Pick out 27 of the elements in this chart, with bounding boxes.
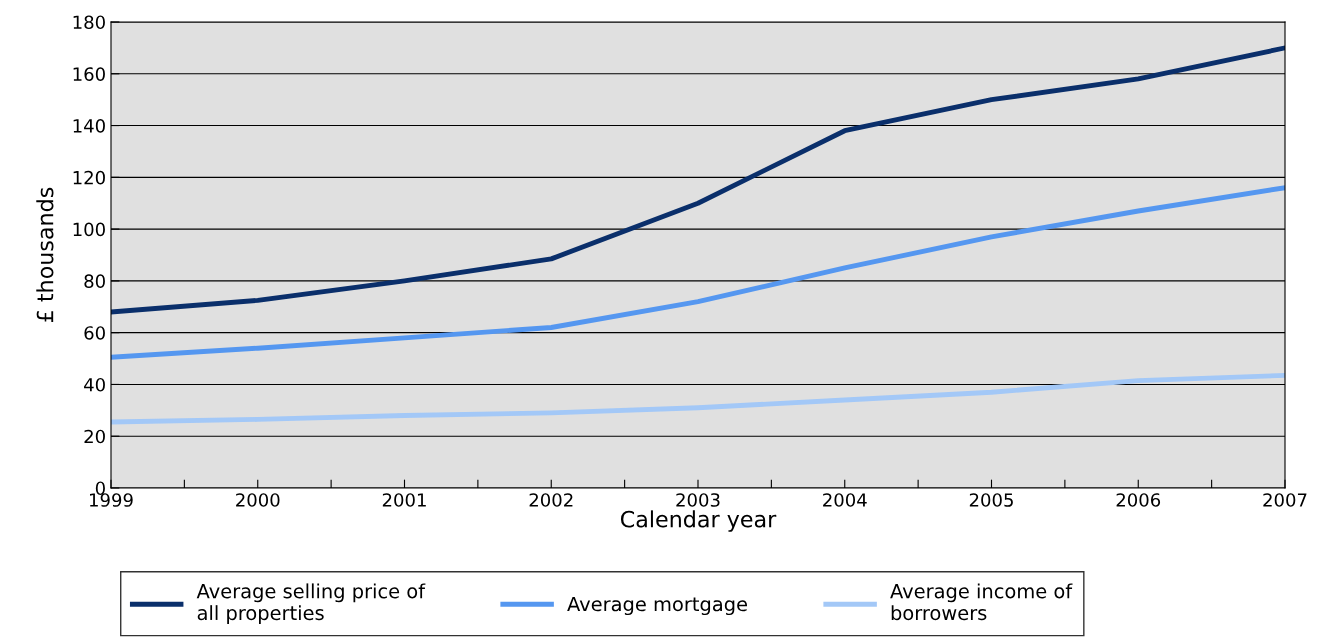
y-tick-label: 180 bbox=[73, 15, 105, 30]
legend-label: Average selling price of all properties bbox=[196, 583, 426, 624]
y-tick-label: 40 bbox=[84, 377, 105, 392]
x-tick-label: 2003 bbox=[676, 493, 720, 507]
y-tick-label: 120 bbox=[73, 170, 105, 185]
x-tick-label: 2000 bbox=[236, 493, 280, 507]
x-tick-label: 2004 bbox=[823, 493, 867, 507]
y-tick-label: 140 bbox=[73, 119, 105, 133]
legend-label: Average mortgage bbox=[567, 596, 747, 616]
line-series bbox=[111, 45, 1285, 315]
y-tick-label: 80 bbox=[84, 274, 105, 289]
y-tick-label: 160 bbox=[73, 67, 105, 81]
y-tick-label: 60 bbox=[84, 326, 105, 340]
x-tick-label: 2007 bbox=[1263, 493, 1307, 507]
y-tick-label: 100 bbox=[73, 222, 105, 237]
x-axis-title: Calendar year bbox=[620, 510, 777, 532]
x-tick-label: 2001 bbox=[382, 493, 426, 507]
x-tick-label: 1999 bbox=[90, 493, 133, 507]
y-tick-label: 20 bbox=[84, 429, 105, 444]
y-tick-label: 0 bbox=[95, 481, 105, 496]
y-axis-title: £ thousands bbox=[36, 187, 54, 322]
line-series bbox=[111, 185, 1285, 360]
x-tick-label: 2005 bbox=[969, 493, 1013, 507]
line-series bbox=[111, 372, 1285, 425]
x-tick-label: 2006 bbox=[1116, 493, 1161, 507]
x-tick-label: 2002 bbox=[529, 493, 573, 507]
legend-label: Average income of borrowers bbox=[890, 583, 1073, 621]
